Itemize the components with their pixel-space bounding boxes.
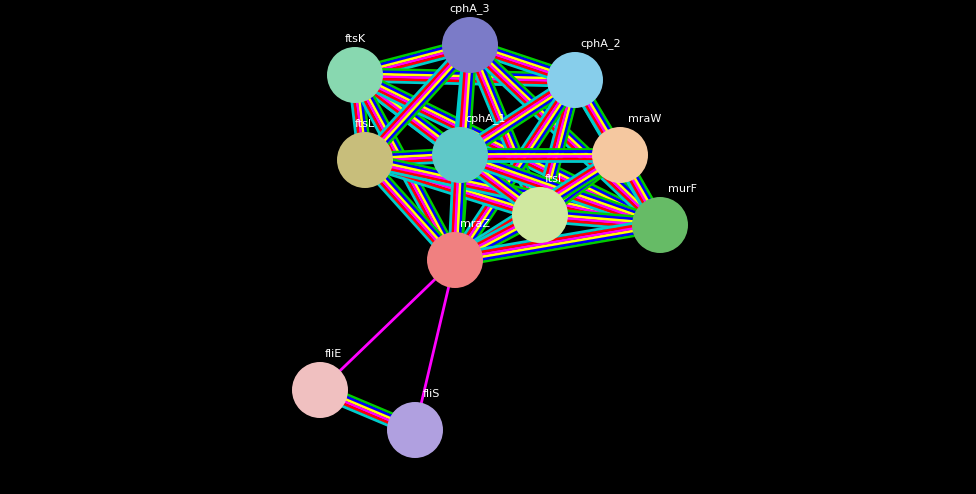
Circle shape	[442, 17, 498, 73]
Circle shape	[632, 197, 688, 253]
Circle shape	[547, 52, 603, 108]
Circle shape	[427, 232, 483, 288]
Circle shape	[512, 187, 568, 243]
Circle shape	[327, 47, 383, 103]
Text: ftsK: ftsK	[345, 34, 366, 44]
Text: fliE: fliE	[325, 349, 343, 359]
Circle shape	[432, 127, 488, 183]
Text: cphA_2: cphA_2	[580, 38, 621, 49]
Circle shape	[337, 132, 393, 188]
Text: cphA_3: cphA_3	[450, 3, 490, 14]
Text: murF: murF	[668, 184, 697, 194]
Circle shape	[592, 127, 648, 183]
Text: cphA_1: cphA_1	[465, 113, 506, 124]
Text: mraZ: mraZ	[460, 219, 490, 229]
Circle shape	[292, 362, 348, 418]
Text: ftsL: ftsL	[355, 119, 375, 129]
Circle shape	[387, 402, 443, 458]
Text: ftsI: ftsI	[545, 174, 562, 184]
Text: fliS: fliS	[423, 389, 440, 399]
Text: mraW: mraW	[628, 114, 662, 124]
